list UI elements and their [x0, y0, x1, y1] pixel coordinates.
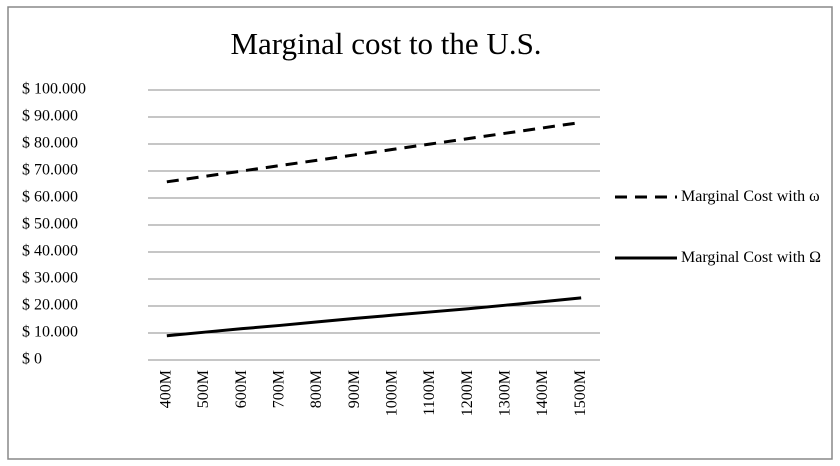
y-tick-label: $ 10.000	[22, 324, 78, 341]
y-tick-label: $ 30.000	[22, 270, 78, 287]
x-tick-label: 1200M	[459, 370, 476, 416]
y-tick-label: $ 70.000	[22, 162, 78, 179]
x-tick-label: 700M	[271, 370, 288, 408]
x-tick-label: 800M	[308, 370, 325, 408]
y-tick-label: $ 100.000	[22, 81, 86, 98]
y-tick-label: $ 60.000	[22, 189, 78, 206]
x-tick-label: 600M	[233, 370, 250, 408]
x-tick-label: 400M	[158, 370, 175, 408]
legend-label: Marginal Cost with ω	[681, 188, 820, 205]
x-tick-label: 1500M	[572, 370, 589, 416]
chart-border	[7, 6, 833, 460]
y-tick-label: $ 50.000	[22, 216, 78, 233]
x-tick-label: 1100M	[421, 370, 438, 416]
y-tick-label: $ 40.000	[22, 243, 78, 260]
y-tick-label: $ 80.000	[22, 135, 78, 152]
x-tick-label: 1000M	[384, 370, 401, 416]
y-tick-label: $ 20.000	[22, 297, 78, 314]
legend-label: Marginal Cost with Ω	[681, 249, 822, 266]
x-tick-label: 1300M	[497, 370, 514, 416]
series-line	[166, 120, 582, 184]
y-tick-label: $ 90.000	[22, 108, 78, 125]
x-tick-label: 1400M	[534, 370, 551, 416]
y-tick-label: $ 0	[22, 351, 42, 368]
chart-title: Marginal cost to the U.S.	[230, 26, 541, 61]
x-tick-label: 900M	[346, 370, 363, 408]
series-line	[166, 296, 582, 338]
x-tick-label: 500M	[195, 370, 212, 408]
